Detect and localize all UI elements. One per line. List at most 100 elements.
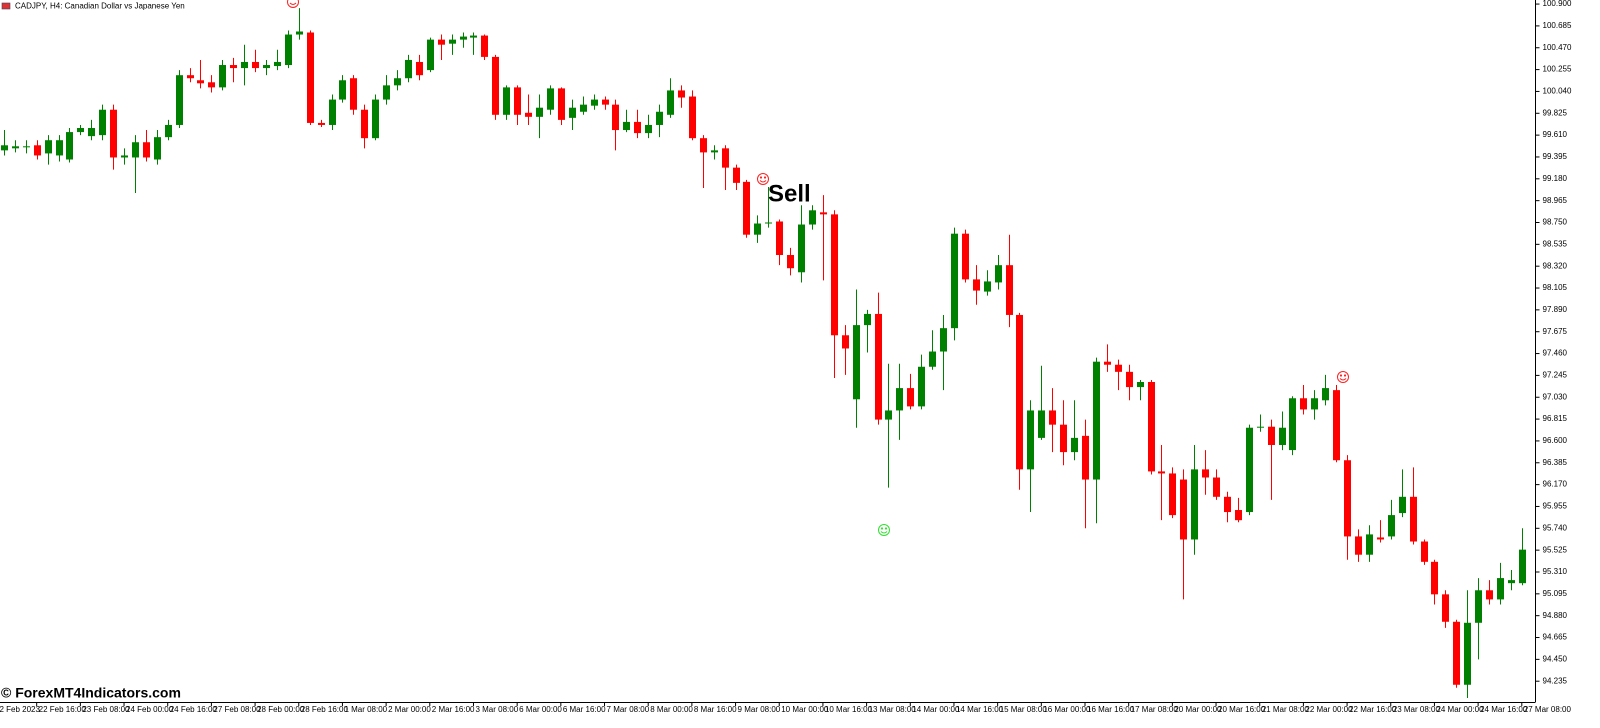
x-tick-label: 13 Mar 08:00	[869, 705, 917, 714]
candle-body	[547, 88, 554, 110]
candle-body	[274, 61, 281, 67]
candle-body	[1377, 537, 1384, 540]
y-tick-label: 94.665	[1543, 633, 1568, 642]
buy-signal-icon	[878, 524, 890, 536]
candle-body	[1333, 390, 1340, 461]
y-tick-label: 95.095	[1543, 589, 1568, 598]
x-tick-label: 22 Feb 16:00	[39, 705, 87, 714]
candle-body	[394, 78, 401, 86]
symbol-icon	[1, 2, 11, 10]
candle-body	[1049, 410, 1056, 425]
candle-body	[481, 35, 488, 57]
candle-body	[1431, 561, 1438, 595]
x-tick-label: 6 Mar 16:00	[563, 705, 606, 714]
x-tick-label: 24 Mar 00:00	[1436, 705, 1484, 714]
y-tick-label: 97.460	[1543, 349, 1568, 358]
candle-body	[962, 233, 969, 280]
watermark: © ForexMT4Indicators.com	[1, 685, 181, 701]
candle-body	[722, 148, 729, 168]
candle-body	[853, 325, 860, 400]
candle-body	[350, 78, 357, 110]
candle-body	[263, 65, 270, 69]
candle-body	[1366, 534, 1373, 555]
y-tick-label: 97.890	[1543, 305, 1568, 314]
y-tick-label: 100.040	[1543, 87, 1572, 96]
y-tick-label: 97.030	[1543, 392, 1568, 401]
candle-body	[875, 313, 882, 420]
y-tick-label: 95.525	[1543, 545, 1568, 554]
candle-body	[700, 138, 707, 153]
candle-body	[602, 99, 609, 105]
candle-body	[1257, 426, 1264, 428]
candle-body	[940, 328, 947, 352]
x-tick-label: 14 Mar 16:00	[956, 705, 1004, 714]
candle-body	[667, 90, 674, 115]
candle-body	[318, 122, 325, 125]
candle-body	[230, 65, 237, 69]
candle-body	[503, 87, 510, 115]
y-tick-label: 100.900	[1543, 0, 1572, 8]
y-tick-label: 98.965	[1543, 196, 1568, 205]
candle-body	[591, 99, 598, 106]
candle-body	[66, 132, 73, 160]
candle-body	[1202, 469, 1209, 478]
candle-body	[197, 80, 204, 84]
x-tick-label: 14 Mar 00:00	[912, 705, 960, 714]
candle-body	[449, 39, 456, 44]
sell-signal-icon	[287, 0, 299, 8]
x-tick-label: 24 Feb 00:00	[126, 705, 174, 714]
candle-body	[1388, 515, 1395, 537]
candle-body	[285, 34, 292, 66]
y-tick-label: 96.385	[1543, 458, 1568, 467]
candle-body	[1486, 590, 1493, 600]
candle-body	[831, 214, 838, 336]
candle-body	[1115, 364, 1122, 372]
candle-body	[470, 35, 477, 38]
candle-body	[1311, 398, 1318, 410]
candle-body	[1082, 435, 1089, 480]
y-tick-label: 98.535	[1543, 239, 1568, 248]
candle-body	[339, 80, 346, 100]
x-tick-label: 27 Feb 08:00	[213, 705, 261, 714]
y-tick-label: 95.310	[1543, 567, 1568, 576]
candle-body	[623, 121, 630, 131]
y-tick-label: 94.235	[1543, 676, 1568, 685]
y-tick-label: 100.685	[1543, 21, 1572, 30]
candle-body	[1268, 426, 1275, 445]
x-tick-label: 10 Mar 00:00	[781, 705, 829, 714]
candle-body	[776, 221, 783, 256]
candle-body	[219, 65, 226, 88]
candle-body	[929, 351, 936, 367]
y-tick-label: 99.395	[1543, 152, 1568, 161]
candle-body	[1279, 427, 1286, 445]
candle-body	[121, 155, 128, 158]
candle-body	[1344, 460, 1351, 537]
y-tick-label: 99.180	[1543, 174, 1568, 183]
y-tick-label: 100.255	[1543, 65, 1572, 74]
candle-body	[416, 61, 423, 76]
x-tick-label: 10 Mar 16:00	[825, 705, 873, 714]
candle-body	[12, 146, 19, 149]
candle-body	[1060, 424, 1067, 453]
candle-body	[733, 167, 740, 183]
x-tick-label: 3 Mar 08:00	[475, 705, 518, 714]
y-tick-label: 99.825	[1543, 108, 1568, 117]
candle-body	[143, 142, 150, 158]
candle-body	[1126, 371, 1133, 388]
candle-body	[787, 255, 794, 269]
candle-body	[656, 111, 663, 125]
candle-body	[1158, 471, 1165, 474]
candle-body	[809, 210, 816, 225]
candle-body	[984, 281, 991, 292]
candle-body	[1519, 549, 1526, 584]
y-tick-label: 94.880	[1543, 611, 1568, 620]
candle-body	[88, 128, 95, 137]
candle-body	[612, 104, 619, 131]
candle-body	[1289, 398, 1296, 451]
candle-body	[56, 140, 63, 156]
candle-body	[1410, 496, 1417, 542]
candle-body	[252, 61, 259, 69]
x-tick-label: 2 Mar 16:00	[432, 705, 475, 714]
candle-body	[165, 124, 172, 138]
candle-body	[1508, 580, 1515, 584]
